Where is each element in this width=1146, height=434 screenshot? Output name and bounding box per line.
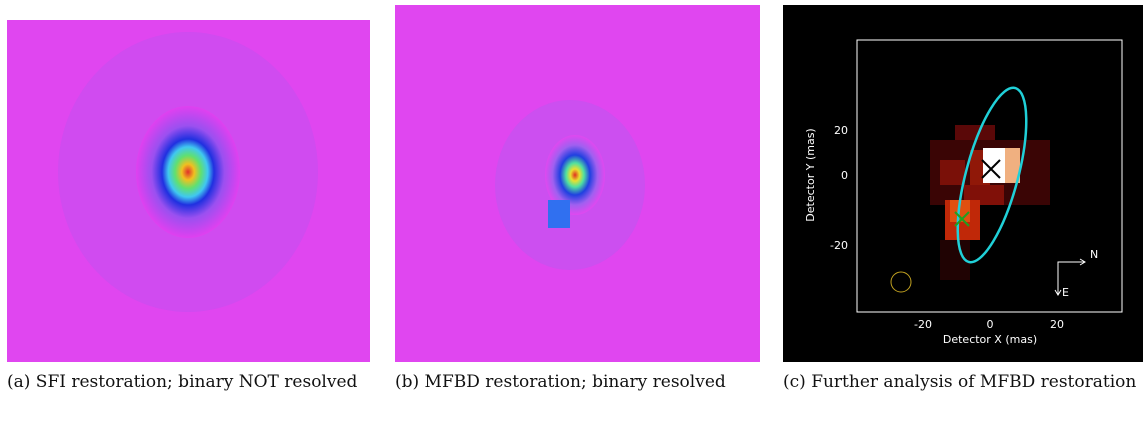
x-tick-label: 20 (1050, 318, 1064, 331)
y-tick-label: 20 (834, 124, 848, 137)
caption: (b) MFBD restoration; binary resolved (395, 372, 726, 392)
psf (136, 106, 240, 238)
beam (890, 271, 912, 293)
x-tick-label: 0 (987, 318, 994, 331)
y-tick-label: 0 (841, 169, 848, 182)
compass (1054, 258, 1086, 296)
y-tick-label: -20 (830, 239, 848, 252)
x-axis-label: Detector X (mas) (943, 333, 1037, 346)
east-label: E (1062, 286, 1069, 299)
frame (856, 39, 1123, 313)
y-axis-label: Detector Y (mas) (804, 128, 817, 221)
secondary (954, 211, 970, 227)
primary (981, 159, 1001, 179)
psf (545, 135, 605, 215)
caption: (c) Further analysis of MFBD restoration (783, 372, 1137, 392)
caption: (a) SFI restoration; binary NOT resolved (7, 372, 358, 392)
heatmap (930, 125, 1050, 280)
x-tick-label: -20 (914, 318, 932, 331)
north-label: N (1090, 248, 1098, 261)
figure: N E -20 0 20 Detector X (mas) 20 0 -20 D… (7, 5, 1143, 362)
orbit (956, 86, 1028, 264)
companion (548, 200, 570, 228)
